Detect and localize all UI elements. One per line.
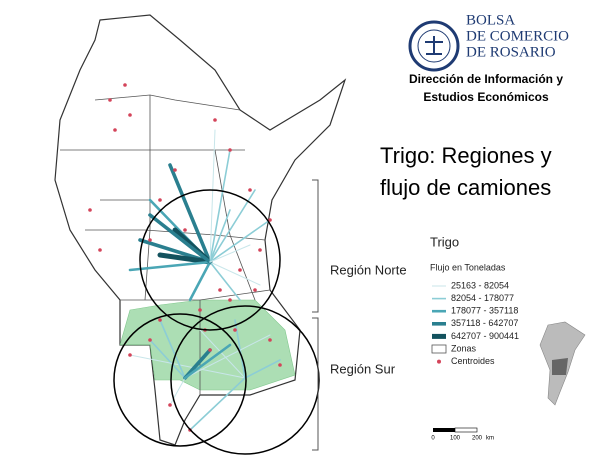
centroid-dot [108,98,112,102]
org-name: BOLSA [466,12,515,28]
legend-label: 178077 - 357118 [451,306,518,316]
flow-line [188,260,212,302]
centroid-dot [278,363,282,367]
flow-line [159,319,186,379]
flow-line [209,261,261,286]
flow-line [184,334,271,379]
department: Estudios Económicos [423,90,549,104]
centroid-dot [183,228,187,232]
centroid-dot [158,198,162,202]
centroid-dot [248,188,252,192]
flow-line [209,219,271,263]
legend-label: 357118 - 642707 [451,318,518,328]
scale-label: 0 [431,436,435,442]
flow-line [244,359,281,379]
region-label: Región Sur [330,361,396,376]
centroid-dot [148,338,152,342]
region-brackets [312,179,319,451]
flow-line [209,244,251,263]
flow-line [209,129,216,263]
legend-swatch [431,344,447,354]
scale-label: 200 [472,436,483,442]
centroid-dot [218,288,222,292]
centroid-dot [128,113,132,117]
centroid-dot [158,318,162,322]
centroid-dot [253,288,257,292]
flow-line [149,339,186,379]
org-name: DE ROSARIO [466,44,556,60]
centroid-dot [98,248,102,252]
scale-bar [433,427,478,433]
flow-line [129,354,246,379]
centroid-dot [258,248,262,252]
centroid-dot [168,403,172,407]
title: flujo de camiones [380,175,551,200]
flow-line [209,209,231,263]
title: Trigo: Regiones y [380,143,552,168]
legend-label: 642707 - 900441 [451,331,519,341]
centroid-dot [123,83,127,87]
flow-lines [128,129,281,431]
centroid-dot [113,128,117,132]
flow-line [169,377,186,406]
centroid-dot [268,338,272,342]
legend-title: Trigo [430,234,459,249]
flow-line [199,329,246,379]
flow-line [128,260,212,272]
inset-map [539,321,586,406]
centroid-dot [228,148,232,152]
scale-label: km [486,436,494,442]
flow-line [148,213,212,264]
department: Dirección de Información y [409,72,563,86]
centroid-dot [233,328,237,332]
wheat-zone [119,299,296,391]
flow-line [183,343,232,380]
legend-label: 25163 - 82054 [451,280,509,290]
flow-line [168,163,212,264]
legend: 25163 - 82054 82054 - 178077 178077 - 3571… [431,280,519,366]
legend-label: Centroides [451,356,495,366]
province-borders [60,94,271,395]
region-label: Región Norte [330,262,407,277]
flow-line [209,189,256,263]
legend-label: Zonas [451,343,477,353]
centroid-dot [268,218,272,222]
legend-label: 82054 - 178077 [451,293,514,303]
centroid-dot [148,238,152,242]
centroid-dot [208,348,212,352]
legend-subtitle: Flujo en Toneladas [430,262,506,272]
centroid-dot [173,168,177,172]
centroid-dot [238,268,242,272]
legend-swatch [437,359,441,364]
scale-label: 100 [450,436,461,442]
flow-line [209,261,241,301]
centroid-dot [198,308,202,312]
centroid-dot [213,118,217,122]
org-name: DE COMERCIO [466,28,569,44]
centroids [88,83,282,432]
region-circles [113,189,320,455]
centroid-dot [228,298,232,302]
flow-line [157,252,213,265]
centroid-dot [88,208,92,212]
logo [408,20,460,72]
flow-line [209,149,231,263]
flow-line [189,377,246,431]
centroid-dot [128,353,132,357]
